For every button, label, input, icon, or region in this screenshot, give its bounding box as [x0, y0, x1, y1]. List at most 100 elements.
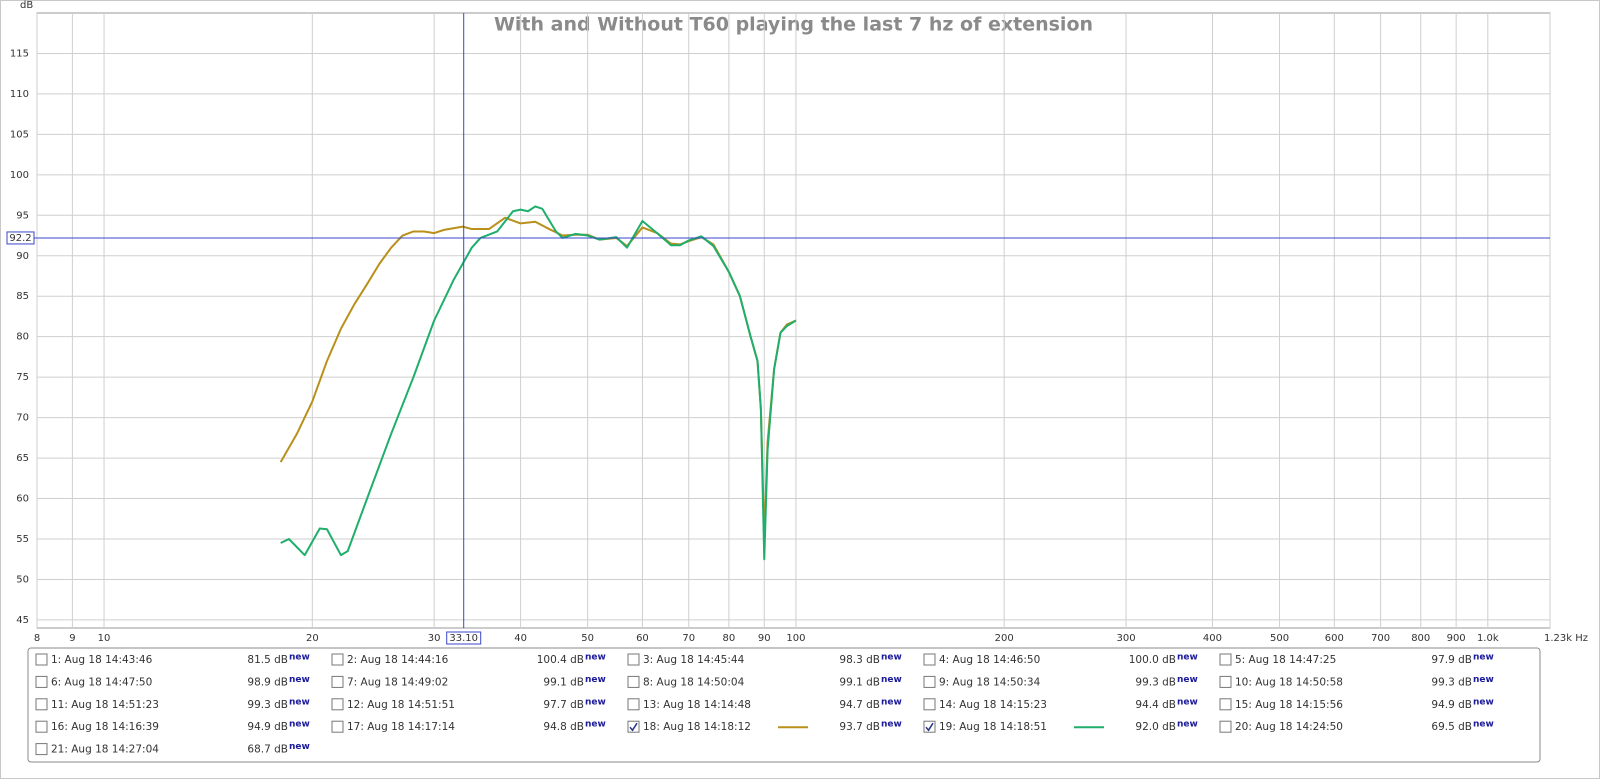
x-tick-label: 80 [723, 633, 736, 644]
measurement-name[interactable]: 3: Aug 18 14:45:44 [643, 654, 745, 666]
checkbox[interactable] [923, 720, 936, 733]
x-tick-label: 50 [581, 633, 594, 644]
new-tag: new [1473, 697, 1494, 707]
checkbox[interactable] [1219, 698, 1232, 711]
new-tag: new [585, 675, 606, 685]
new-tag: new [1473, 653, 1494, 663]
measurement-name[interactable]: 15: Aug 18 14:15:56 [1235, 699, 1343, 711]
cursor-x-label: 33.10 [449, 633, 478, 644]
x-tick-label: 60 [636, 633, 649, 644]
y-tick-label: 110 [10, 89, 29, 100]
checkbox[interactable] [1219, 653, 1232, 666]
checkbox[interactable] [331, 675, 344, 688]
cursor-y-label: 92.2 [9, 233, 31, 244]
measurement-name[interactable]: 11: Aug 18 14:51:23 [51, 699, 159, 711]
y-tick-label: 115 [10, 48, 29, 59]
measurement-level: 97.9 dB [1431, 654, 1472, 666]
measurement-level: 99.3 dB [1135, 676, 1176, 688]
new-tag: new [881, 697, 902, 707]
measurement-name[interactable]: 5: Aug 18 14:47:25 [1235, 654, 1336, 666]
checkbox[interactable] [923, 698, 936, 711]
measurement-name[interactable]: 18: Aug 18 14:18:12 [643, 721, 751, 733]
checkbox[interactable] [331, 653, 344, 666]
measurement-name[interactable]: 6: Aug 18 14:47:50 [51, 676, 152, 688]
measurement-level: 100.4 dB [537, 654, 584, 666]
checkbox[interactable] [331, 720, 344, 733]
checkbox[interactable] [35, 743, 48, 756]
y-tick-label: 65 [16, 453, 29, 464]
new-tag: new [1177, 720, 1198, 730]
new-tag: new [289, 720, 310, 730]
new-tag: new [881, 720, 902, 730]
y-tick-label: 105 [10, 129, 29, 140]
measurement-level: 68.7 dB [247, 744, 288, 756]
checkbox[interactable] [627, 720, 640, 733]
x-tick-label: 300 [1116, 633, 1135, 644]
y-tick-label: 60 [16, 494, 29, 505]
x-tick-label: 30 [428, 633, 441, 644]
x-tick-label: 200 [995, 633, 1014, 644]
chart-title: With and Without T60 playing the last 7 … [494, 14, 1093, 36]
measurement-name[interactable]: 7: Aug 18 14:49:02 [347, 676, 448, 688]
measurement-name[interactable]: 4: Aug 18 14:46:50 [939, 654, 1040, 666]
measurement-level: 97.7 dB [543, 699, 584, 711]
new-tag: new [585, 720, 606, 730]
new-tag: new [585, 697, 606, 707]
measurement-name[interactable]: 10: Aug 18 14:50:58 [1235, 676, 1343, 688]
checkbox[interactable] [1219, 720, 1232, 733]
measurement-level: 98.9 dB [247, 676, 288, 688]
new-tag: new [881, 653, 902, 663]
checkbox[interactable] [627, 653, 640, 666]
measurement-level: 69.5 dB [1431, 721, 1472, 733]
checkbox[interactable] [923, 675, 936, 688]
checkbox[interactable] [1219, 675, 1232, 688]
new-tag: new [289, 697, 310, 707]
x-tick-label: 500 [1270, 633, 1289, 644]
checkbox[interactable] [35, 720, 48, 733]
new-tag: new [289, 653, 310, 663]
checkbox[interactable] [35, 653, 48, 666]
measurement-name[interactable]: 17: Aug 18 14:17:14 [347, 721, 455, 733]
y-axis-label: dB [20, 0, 33, 11]
measurement-name[interactable]: 12: Aug 18 14:51:51 [347, 699, 455, 711]
cursor-x-box [446, 631, 482, 645]
y-tick-label: 45 [16, 615, 29, 626]
measurement-level: 99.1 dB [543, 676, 584, 688]
y-tick-label: 70 [16, 413, 29, 424]
x-tick-label: 700 [1371, 633, 1390, 644]
x-tick-label: 100 [786, 633, 805, 644]
measurement-name[interactable]: 2: Aug 18 14:44:16 [347, 654, 449, 666]
checkbox[interactable] [35, 675, 48, 688]
y-tick-label: 55 [16, 534, 29, 545]
new-tag: new [1177, 697, 1198, 707]
measurement-name[interactable]: 13: Aug 18 14:14:48 [643, 699, 751, 711]
measurement-name[interactable]: 21: Aug 18 14:27:04 [51, 744, 159, 756]
new-tag: new [585, 653, 606, 663]
measurement-name[interactable]: 9: Aug 18 14:50:34 [939, 676, 1041, 688]
measurement-level: 94.8 dB [543, 721, 584, 733]
new-tag: new [1177, 675, 1198, 685]
measurement-name[interactable]: 14: Aug 18 14:15:23 [939, 699, 1047, 711]
checkbox[interactable] [923, 653, 936, 666]
checkmark [629, 722, 638, 732]
new-tag: new [289, 675, 310, 685]
measurement-name[interactable]: 19: Aug 18 14:18:51 [939, 721, 1047, 733]
measurement-name[interactable]: 1: Aug 18 14:43:46 [51, 654, 153, 666]
measurement-name[interactable]: 8: Aug 18 14:50:04 [643, 676, 745, 688]
y-tick-label: 50 [16, 574, 29, 585]
measurement-level: 92.0 dB [1135, 721, 1176, 733]
measurement-level: 100.0 dB [1129, 654, 1176, 666]
measurement-name[interactable]: 20: Aug 18 14:24:50 [1235, 721, 1343, 733]
checkbox[interactable] [627, 698, 640, 711]
measurement-level: 98.3 dB [839, 654, 880, 666]
y-tick-label: 90 [16, 251, 29, 262]
checkbox[interactable] [331, 698, 344, 711]
x-tick-label: 9 [69, 633, 75, 644]
measurement-name[interactable]: 16: Aug 18 14:16:39 [51, 721, 159, 733]
cursor-y-box [6, 231, 35, 245]
checkbox[interactable] [35, 698, 48, 711]
measurement-panel [27, 647, 1541, 763]
checkbox[interactable] [627, 675, 640, 688]
measurement-level: 94.7 dB [839, 699, 880, 711]
